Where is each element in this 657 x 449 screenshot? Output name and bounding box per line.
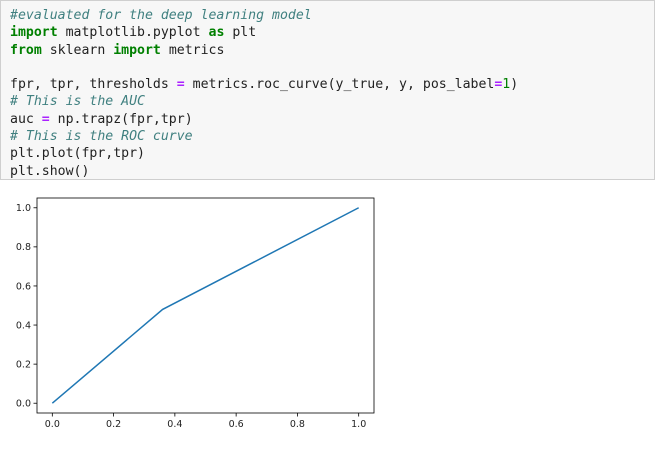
- code-token: #evaluated for the deep learning model: [10, 8, 312, 23]
- roc-curve-line: [51, 207, 360, 404]
- code-token: ): [510, 77, 519, 93]
- code-line: import matplotlib.pyplot as plt: [10, 24, 518, 41]
- code-token: from: [10, 42, 42, 58]
- y-tick-label: 0.0: [16, 399, 31, 410]
- code-line: fpr, tpr, thresholds = metrics.roc_curve…: [10, 76, 518, 93]
- y-tick-label: 0.8: [16, 242, 31, 253]
- y-tick-label: 0.2: [16, 359, 31, 370]
- code-token: fpr, tpr, thresholds: [10, 77, 177, 93]
- code-token: np.trapz(fpr,tpr): [49, 111, 193, 127]
- roc-curve-chart: 0.0 0.2 0.4 0.6 0.8 1.0 0.0 0.2 0.4 0.6 0.8 1.0: [16, 197, 375, 430]
- plot-lines: [51, 207, 360, 404]
- y-tick-label: 1.0: [16, 203, 31, 214]
- y-tick-label: 0.6: [16, 281, 31, 292]
- code-token: =: [41, 111, 50, 127]
- code-token: auc: [10, 111, 42, 127]
- x-axis: 0.0 0.2 0.4 0.6 0.8 1.0: [45, 413, 366, 430]
- code-token: =: [176, 77, 185, 93]
- code-token: =: [494, 77, 503, 93]
- code-token: plt: [224, 25, 257, 41]
- code-line: [10, 59, 518, 76]
- code-token: matplotlib.pyplot: [57, 25, 209, 41]
- code-token: sklearn: [41, 42, 114, 58]
- code-token: # This is the AUC: [10, 94, 145, 110]
- x-tick-label: 0.0: [45, 419, 60, 430]
- code-line: # This is the AUC: [10, 93, 518, 110]
- x-tick-label: 1.0: [351, 419, 366, 430]
- code-token: metrics.roc_curve(y_true, y, pos_label: [184, 77, 495, 93]
- code-token: as: [208, 25, 225, 41]
- code-line: #evaluated for the deep learning model: [10, 7, 518, 24]
- x-tick-label: 0.4: [167, 419, 182, 430]
- code-token: plt.show(): [10, 163, 90, 179]
- code-editor[interactable]: #evaluated for the deep learning model im…: [10, 7, 518, 180]
- x-tick-label: 0.2: [106, 419, 121, 430]
- x-tick-label: 0.8: [290, 419, 305, 430]
- code-token: 1: [502, 77, 511, 93]
- x-tick-label: 0.6: [229, 419, 244, 430]
- code-line: plt.plot(fpr,tpr): [10, 145, 518, 162]
- code-token: plt.plot(fpr,tpr): [10, 146, 145, 162]
- code-token: import: [10, 25, 58, 41]
- y-tick-label: 0.4: [16, 320, 31, 331]
- code-token: metrics: [160, 42, 225, 58]
- code-token: import: [113, 42, 161, 58]
- code-line: # This is the ROC curve: [10, 128, 518, 145]
- plot-area-frame: [36, 197, 375, 414]
- code-cell[interactable]: #evaluated for the deep learning model im…: [0, 0, 655, 180]
- code-line: from sklearn import metrics: [10, 42, 518, 59]
- y-axis: 0.0 0.2 0.4 0.6 0.8 1.0: [16, 203, 37, 410]
- code-token: # This is the ROC curve: [10, 129, 193, 145]
- code-line: plt.show(): [10, 163, 518, 180]
- plot-output: 0.0 0.2 0.4 0.6 0.8 1.0 0.0 0.2 0.4 0.6 0.8 1.0: [0, 190, 400, 445]
- code-line: auc = np.trapz(fpr,tpr): [10, 111, 518, 128]
